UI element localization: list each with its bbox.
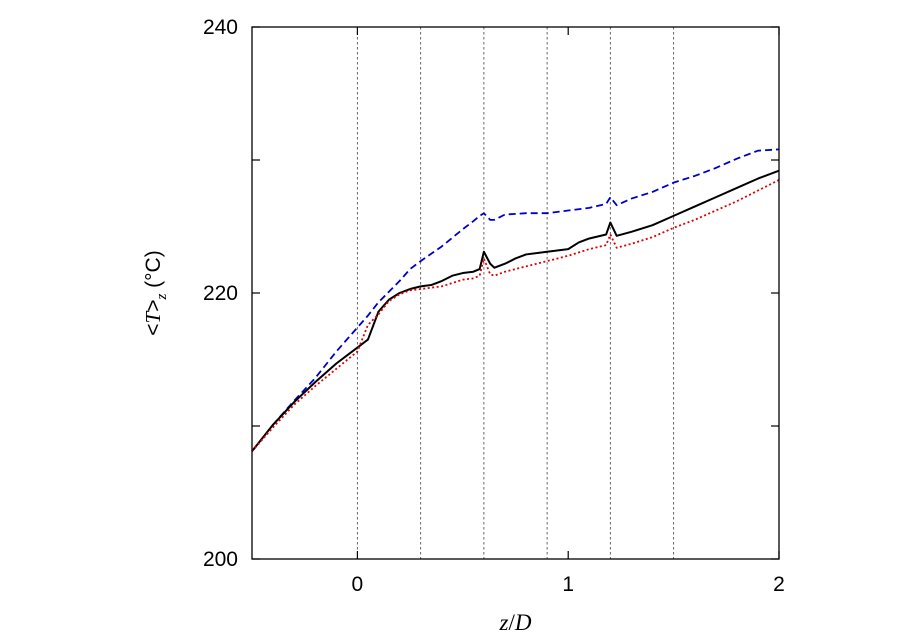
y-tick-label: 200	[203, 548, 238, 571]
y-tick-label: 240	[203, 16, 238, 39]
y-axis-title-open: <	[142, 323, 165, 335]
x-tick-label: 2	[773, 573, 785, 596]
y-axis-title-var: T	[141, 310, 165, 323]
y-axis-title: <T>z (°C)	[141, 250, 170, 335]
x-tick-label: 1	[562, 573, 574, 596]
y-axis-title-sub: z	[154, 294, 170, 301]
axis-ticks	[252, 26, 780, 560]
x-axis-title-den: D	[514, 610, 532, 635]
vertical-reference-lines	[356, 27, 675, 559]
series-layer	[251, 148, 780, 452]
x-axis-title-var: z	[499, 610, 509, 635]
series-line-solid	[251, 169, 780, 452]
tick-labels: 0 1 2 200 220 240	[203, 16, 785, 596]
y-axis-title-unit: (°C)	[142, 250, 165, 293]
x-axis-title-sep: /	[508, 610, 515, 635]
y-tick-label: 220	[203, 282, 238, 305]
plot-frame	[251, 26, 780, 560]
x-tick-label: 0	[352, 573, 364, 596]
series-line-dotted	[251, 179, 780, 452]
series-line-dashed	[251, 148, 780, 452]
x-axis-title: z/D	[499, 610, 532, 635]
y-axis-title-close: >	[142, 300, 165, 312]
